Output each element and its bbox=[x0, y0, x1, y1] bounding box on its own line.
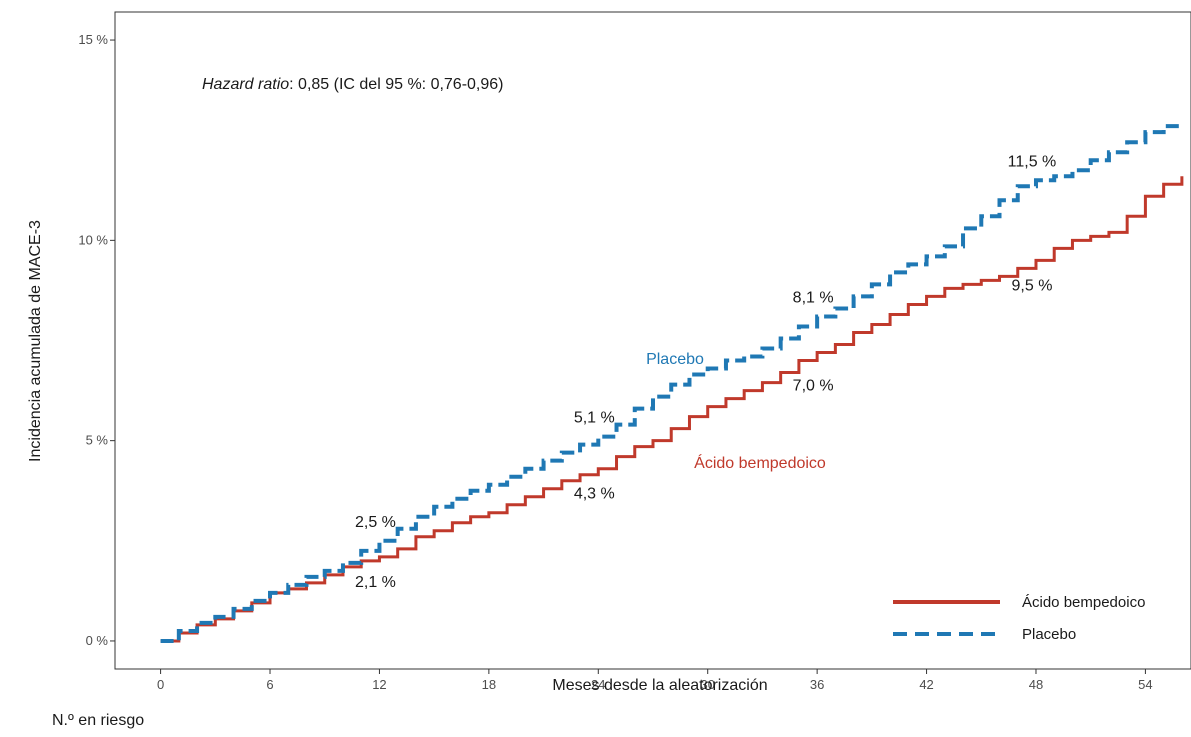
series-label-acido-bempedoico: Ácido bempedoico bbox=[694, 453, 826, 472]
series-lines bbox=[160, 124, 1184, 643]
data-labels: 2,1 % 4,3 % 7,0 % 9,5 % 2,5 % 5,1 % 8,1 % 11,5 … bbox=[355, 153, 1056, 591]
data-label: 9,5 % bbox=[1012, 277, 1053, 294]
x-tick-label: 30 bbox=[700, 677, 714, 692]
y-tick-label: 0 % bbox=[86, 633, 109, 648]
hazard-ratio-label: Hazard ratio bbox=[202, 76, 289, 93]
x-tick-label: 36 bbox=[810, 677, 824, 692]
series-line-acido-bempedoico bbox=[160, 176, 1184, 643]
x-tick-label: 24 bbox=[591, 677, 605, 692]
y-tick-label: 15 % bbox=[78, 32, 108, 47]
hazard-ratio-annotation: Hazard ratio: 0,85 (IC del 95 %: 0,76-0,… bbox=[202, 76, 504, 93]
plot-frame bbox=[114, 11, 1191, 670]
x-tick-label: 18 bbox=[482, 677, 496, 692]
series-label-placebo: Placebo bbox=[646, 351, 704, 368]
data-label: 4,3 % bbox=[574, 486, 615, 503]
y-tick-label: 10 % bbox=[78, 232, 108, 247]
x-tick-label: 12 bbox=[372, 677, 386, 692]
x-tick-label: 0 bbox=[157, 677, 164, 692]
data-label: 2,1 % bbox=[355, 574, 396, 591]
axis-ticks: 0 6 12 18 24 30 36 42 48 54 0 % 5 % 10 % 15 % bbox=[78, 32, 1152, 692]
legend: Ácido bempedoico Placebo bbox=[893, 594, 1145, 643]
data-label: 7,0 % bbox=[793, 378, 834, 395]
risk-table-title: N.º en riesgo bbox=[52, 712, 145, 729]
data-label: 8,1 % bbox=[793, 289, 834, 306]
data-label: 11,5 % bbox=[1008, 153, 1057, 170]
x-tick-label: 48 bbox=[1029, 677, 1043, 692]
y-tick-label: 5 % bbox=[86, 433, 109, 448]
data-label: 5,1 % bbox=[574, 410, 615, 427]
x-tick-label: 54 bbox=[1138, 677, 1152, 692]
series-line-placebo bbox=[160, 124, 1184, 643]
legend-label-placebo: Placebo bbox=[1022, 626, 1076, 643]
x-tick-label: 42 bbox=[919, 677, 933, 692]
legend-label-acido-bempedoico: Ácido bempedoico bbox=[1022, 594, 1145, 611]
y-axis-title: Incidencia acumulada de MACE-3 bbox=[27, 220, 44, 462]
hazard-ratio-value: : 0,85 (IC del 95 %: 0,76-0,96) bbox=[289, 76, 503, 93]
x-axis-title: Meses desde la aleatorización bbox=[552, 677, 767, 694]
data-label: 2,5 % bbox=[355, 514, 396, 531]
x-tick-label: 6 bbox=[266, 677, 273, 692]
